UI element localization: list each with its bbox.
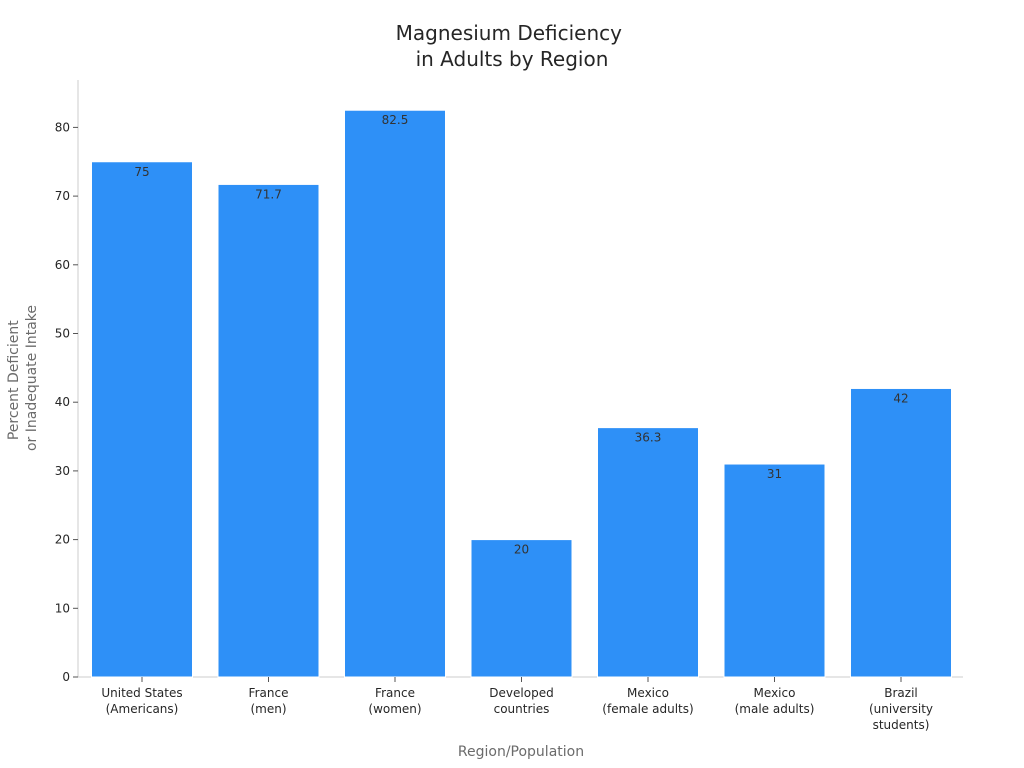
bar [470,539,573,678]
x-tick-label: Brazil (university students) [869,686,933,732]
y-tick-label: 80 [55,120,70,134]
bar-value-label: 31 [767,467,782,481]
x-tick-label: Mexico (female adults) [602,686,693,716]
y-axis-title: Percent Deficient or Inadequate Intake [6,305,40,451]
x-tick-label-line: Brazil [884,686,918,700]
x-tick-label-line: (men) [250,702,286,716]
bar-value-label: 42 [893,391,908,405]
bar [344,109,446,678]
bar [91,161,193,678]
plot-area: 0 10 20 30 40 50 60 70 80 75 United States (America… [55,80,963,732]
x-tick-label-line: (university [869,702,933,716]
x-tick-label: Developed countries [489,686,553,716]
x-tick-label-line: (female adults) [602,702,693,716]
x-tick-label: France (women) [368,686,421,716]
bar [850,387,952,678]
y-tick-label: 0 [62,670,70,684]
x-tick-label-line: France [375,686,415,700]
bar-value-label: 20 [514,543,529,557]
x-axis-title: Region/Population [458,744,584,760]
chart-title: Magnesium Deficiency in Adults by Region [396,21,629,71]
y-tick-label: 30 [55,464,70,478]
x-tick-label-line: (women) [368,702,421,716]
x-tick-label-line: United States [101,686,182,700]
bar-value-label: 36.3 [635,431,662,445]
y-tick-label: 60 [55,258,70,272]
bar [597,427,699,678]
y-tick-label: 10 [55,601,70,615]
y-tick-label: 70 [55,189,70,203]
bar-value-label: 71.7 [255,187,282,201]
x-tick-label-line: (Americans) [106,702,179,716]
bar-value-label: 82.5 [382,113,409,127]
x-tick-label-line: (male adults) [735,702,815,716]
x-tick-label-line: Mexico [627,686,669,700]
x-tick-label-line: students) [873,718,930,732]
chart-title-line-1: Magnesium Deficiency [396,21,623,45]
bar [723,463,826,678]
y-tick-label: 50 [55,327,70,341]
x-tick-label: United States (Americans) [101,686,182,716]
y-tick-label: 40 [55,395,70,409]
chart-title-line-2: in Adults by Region [416,47,609,71]
bar [217,183,320,678]
x-tick-label: Mexico (male adults) [735,686,815,716]
y-axis-title-line-2: or Inadequate Intake [24,305,40,451]
y-axis-title-line-1: Percent Deficient [6,320,22,440]
bar-value-label: 75 [134,165,149,179]
x-tick-label-line: Developed [489,686,553,700]
x-tick-label: France (men) [249,686,289,716]
x-tick-label-line: countries [494,702,550,716]
x-tick-label-line: France [249,686,289,700]
x-tick-label-line: Mexico [754,686,796,700]
y-tick-label: 20 [55,533,70,547]
